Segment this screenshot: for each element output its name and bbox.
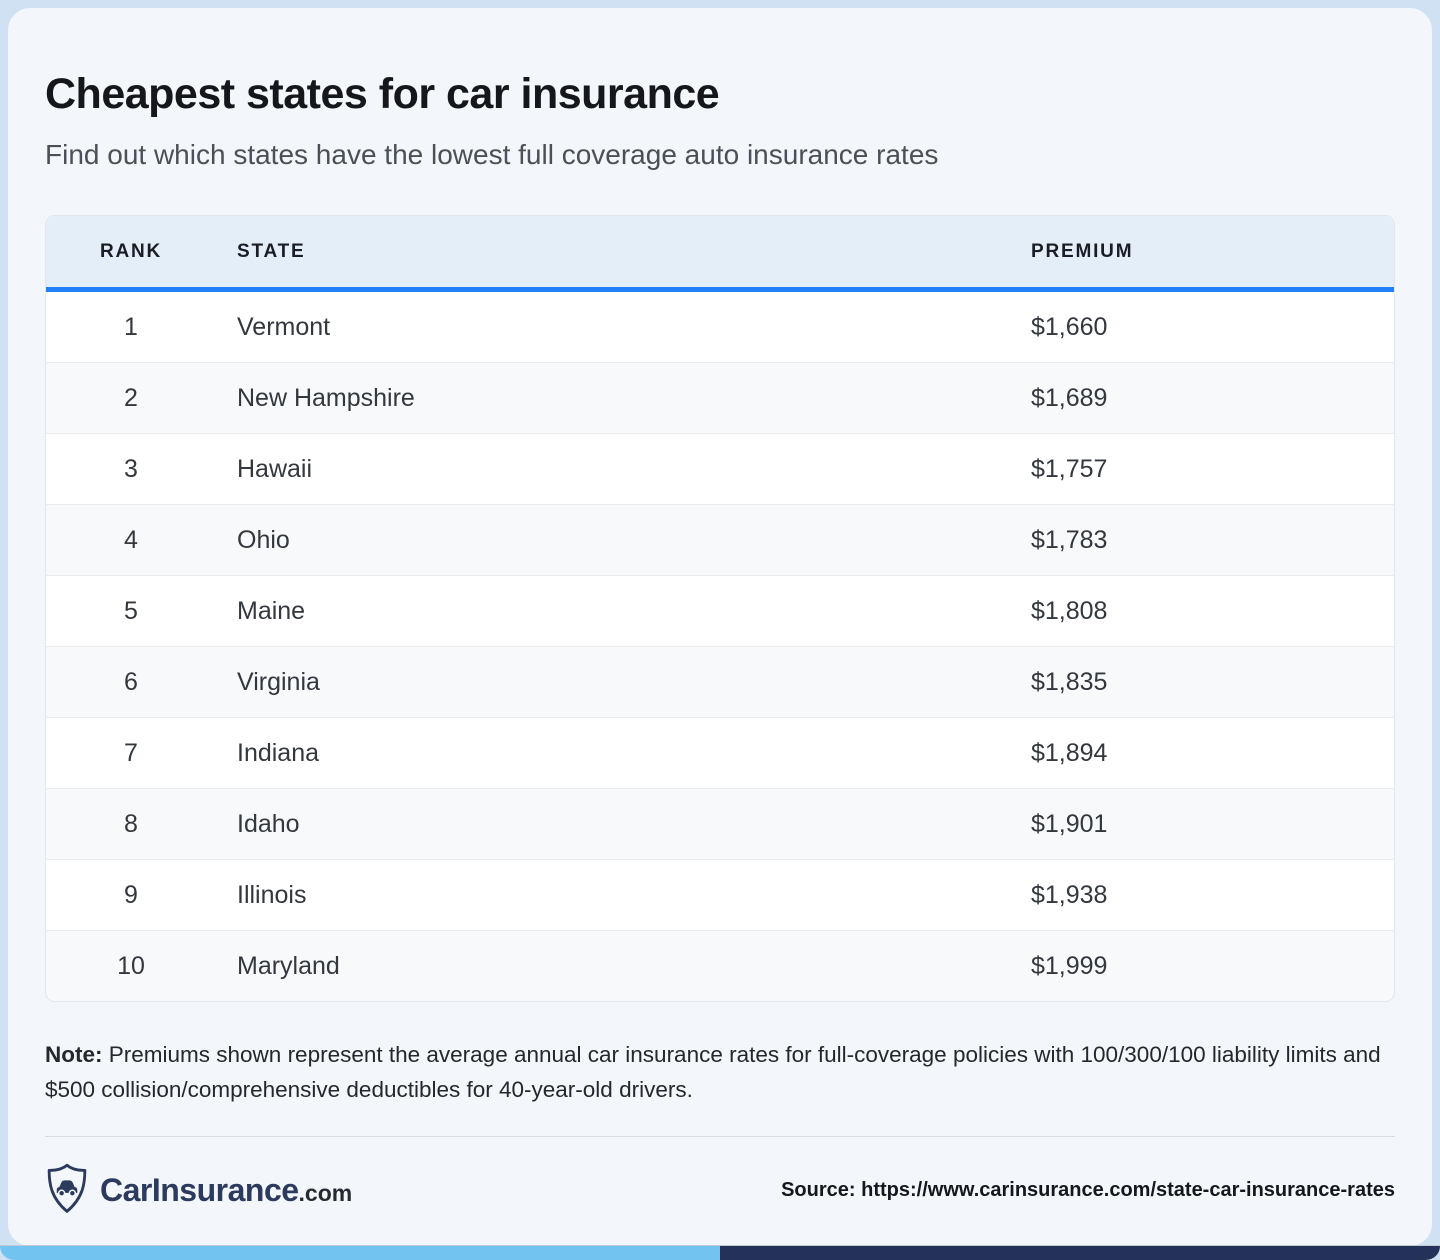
state-cell: Virginia bbox=[237, 667, 320, 696]
note-text: Premiums shown represent the average ann… bbox=[45, 1042, 1381, 1102]
bottom-bar-light-segment bbox=[0, 1246, 720, 1260]
bottom-accent-bar bbox=[0, 1245, 1440, 1260]
brand-logo: CarInsurance .com bbox=[45, 1163, 352, 1218]
footer-divider bbox=[45, 1135, 1395, 1137]
rank-cell: 3 bbox=[124, 454, 138, 483]
rank-cell: 4 bbox=[124, 525, 138, 554]
rank-cell: 1 bbox=[124, 312, 138, 341]
premium-cell: $1,835 bbox=[1031, 667, 1108, 696]
page-title: Cheapest states for car insurance bbox=[45, 70, 720, 118]
premium-cell: $1,783 bbox=[1031, 525, 1108, 554]
state-cell: New Hampshire bbox=[237, 383, 415, 412]
table-row: 9 Illinois $1,938 bbox=[46, 859, 1394, 930]
state-cell: Maryland bbox=[237, 951, 340, 980]
note-label: Note: bbox=[45, 1042, 103, 1067]
table-row: 3 Hawaii $1,757 bbox=[46, 433, 1394, 504]
state-cell: Illinois bbox=[237, 880, 307, 909]
rank-cell: 6 bbox=[124, 667, 138, 696]
methodology-note: Note: Premiums shown represent the avera… bbox=[45, 1038, 1395, 1108]
source-url-text: Source: https://www.carinsurance.com/sta… bbox=[781, 1178, 1395, 1201]
brand-wordmark: CarInsurance .com bbox=[100, 1172, 352, 1209]
brand-name: CarInsurance bbox=[100, 1171, 299, 1208]
premium-cell: $1,660 bbox=[1031, 312, 1108, 341]
content-card: Cheapest states for car insurance Find o… bbox=[8, 8, 1432, 1246]
state-cell: Indiana bbox=[237, 738, 320, 767]
rank-cell: 8 bbox=[124, 809, 138, 838]
rank-cell: 10 bbox=[117, 951, 145, 980]
shield-car-icon bbox=[45, 1163, 89, 1218]
table-row: 5 Maine $1,808 bbox=[46, 575, 1394, 646]
premium-cell: $1,999 bbox=[1031, 951, 1108, 980]
table-row: 1 Vermont $1,660 bbox=[46, 292, 1394, 362]
table-row: 7 Indiana $1,894 bbox=[46, 717, 1394, 788]
rank-cell: 7 bbox=[124, 738, 138, 767]
table-row: 2 New Hampshire $1,689 bbox=[46, 362, 1394, 433]
column-header-premium: PREMIUM bbox=[1031, 240, 1134, 262]
rank-cell: 5 bbox=[124, 596, 138, 625]
table-row: 8 Idaho $1,901 bbox=[46, 788, 1394, 859]
premium-cell: $1,894 bbox=[1031, 738, 1108, 767]
bottom-bar-dark-segment bbox=[720, 1246, 1440, 1260]
state-cell: Ohio bbox=[237, 525, 290, 554]
state-cell: Maine bbox=[237, 596, 306, 625]
table-header-row: RANK STATE PREMIUM bbox=[46, 216, 1394, 287]
column-header-rank: RANK bbox=[99, 240, 163, 262]
column-header-state: STATE bbox=[237, 240, 306, 262]
premium-cell: $1,689 bbox=[1031, 383, 1108, 412]
state-cell: Vermont bbox=[237, 312, 331, 341]
rank-cell: 2 bbox=[124, 383, 138, 412]
premium-cell: $1,901 bbox=[1031, 809, 1108, 838]
state-cell: Idaho bbox=[237, 809, 300, 838]
table-row: 6 Virginia $1,835 bbox=[46, 646, 1394, 717]
premium-cell: $1,757 bbox=[1031, 454, 1108, 483]
cheapest-states-table: RANK STATE PREMIUM 1 Vermont $1,660 2 Ne… bbox=[45, 215, 1395, 1002]
state-cell: Hawaii bbox=[237, 454, 313, 483]
page-subtitle: Find out which states have the lowest fu… bbox=[45, 139, 939, 170]
premium-cell: $1,808 bbox=[1031, 596, 1108, 625]
premium-cell: $1,938 bbox=[1031, 880, 1108, 909]
footer: CarInsurance .com Source: https://www.ca… bbox=[45, 1137, 1395, 1218]
table-row: 10 Maryland $1,999 bbox=[46, 930, 1394, 1001]
header-accent-rule bbox=[46, 287, 1394, 292]
table-row: 4 Ohio $1,783 bbox=[46, 504, 1394, 575]
brand-tld: .com bbox=[298, 1179, 353, 1206]
rank-cell: 9 bbox=[124, 880, 138, 909]
